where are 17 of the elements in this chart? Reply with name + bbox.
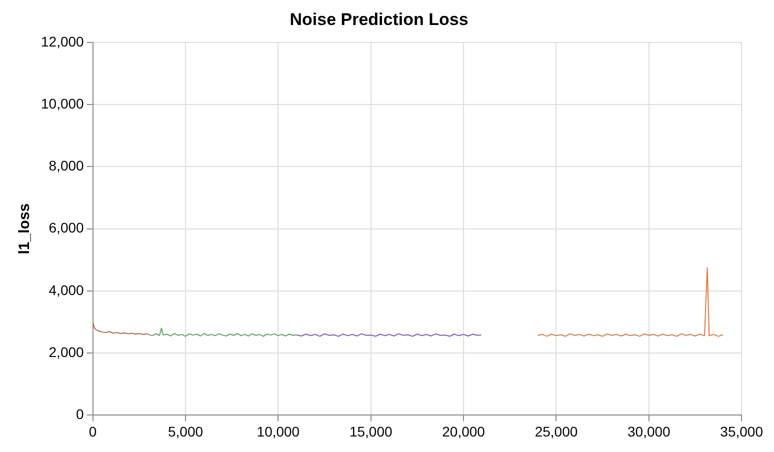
y-tick-label: 4,000 <box>48 282 84 298</box>
y-axis-title: l1_loss <box>16 203 34 254</box>
x-tick-label: 20,000 <box>442 423 486 440</box>
y-tick-label: 0 <box>76 406 84 422</box>
chart-title: Noise Prediction Loss <box>290 10 468 29</box>
x-tick-label: 30,000 <box>627 423 671 440</box>
y-tick-label: 12,000 <box>40 33 84 50</box>
y-tick-label: 10,000 <box>40 95 84 112</box>
x-tick-label: 10,000 <box>256 423 300 440</box>
x-tick-label: 0 <box>88 423 97 440</box>
x-tick-label: 25,000 <box>534 423 578 440</box>
y-tick-label: 2,000 <box>48 344 84 360</box>
y-tick-label: 8,000 <box>48 158 84 174</box>
y-tick-label: 6,000 <box>48 220 84 236</box>
x-tick-label: 35,000 <box>720 423 764 440</box>
x-tick-label: 5,000 <box>168 423 204 440</box>
x-tick-label: 15,000 <box>349 423 392 440</box>
